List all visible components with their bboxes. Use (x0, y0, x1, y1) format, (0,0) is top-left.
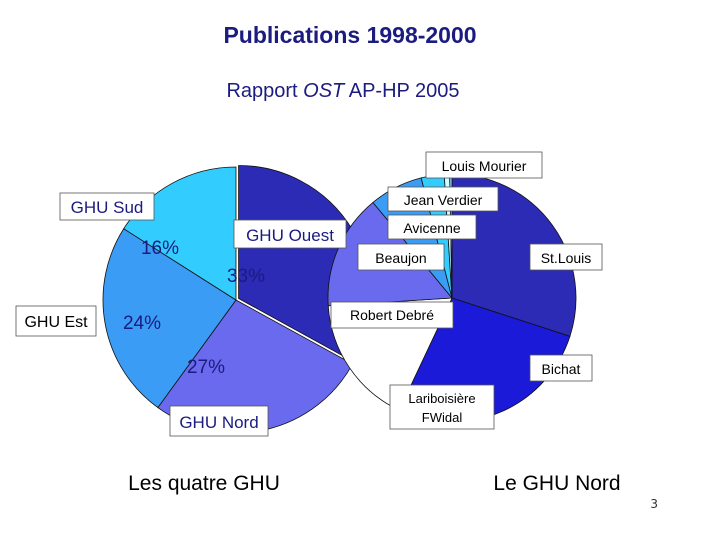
label-box-ghu-sud: GHU Sud (59, 192, 155, 221)
subtitle-prefix: Rapport (226, 80, 304, 102)
label-box-st-louis: St.Louis (529, 243, 603, 271)
label-ghu-sud: GHU Sud (71, 198, 144, 217)
label-box-jean-verdier: Jean Verdier (387, 186, 499, 212)
page-subtitle: Rapport OST AP-HP 2005 (0, 80, 686, 103)
label-beaujon: Beaujon (375, 250, 426, 266)
value-label-ghu-sud: 16% (141, 238, 179, 259)
subtitle-suffix: AP-HP 2005 (344, 80, 460, 102)
label-box-bichat: Bichat (529, 354, 593, 382)
label-ghu-ouest: GHU Ouest (246, 226, 334, 245)
label-box-beaujon: Beaujon (357, 243, 445, 271)
label-box-ghu-est: GHU Est (15, 305, 97, 337)
label-robert-debre: Robert Debré (350, 307, 434, 323)
label-box-robert-debre: Robert Debré (330, 301, 454, 329)
label-box-avicenne: Avicenne (387, 214, 477, 240)
label-lariboisiere-line2: FWidal (422, 410, 463, 425)
label-lariboisiere-line1: Lariboisière (408, 391, 475, 406)
label-box-ghu-ouest: GHU Ouest (233, 219, 347, 249)
page-title: Publications 1998-2000 (223, 22, 477, 48)
label-ghu-est: GHU Est (24, 314, 88, 331)
label-avicenne: Avicenne (403, 220, 461, 236)
value-label-ghu-nord: 27% (187, 357, 225, 378)
page-number: 3 (650, 497, 658, 511)
chart-title-ghu: Les quatre GHU (128, 472, 280, 495)
label-jean-verdier: Jean Verdier (404, 192, 483, 208)
value-label-ghu-ouest: 33% (227, 266, 265, 287)
label-bichat: Bichat (542, 361, 581, 377)
value-label-ghu-est: 24% (123, 313, 161, 334)
label-box-ghu-nord: GHU Nord (169, 405, 269, 437)
label-ghu-nord: GHU Nord (179, 413, 258, 432)
chart-title-ghu-nord: Le GHU Nord (493, 472, 620, 495)
label-box-louis-mourier: Louis Mourier (425, 151, 543, 179)
chart-labels: GHU Sud GHU Ouest GHU Est GHU Nord 16% 33% 24%… (15, 151, 621, 495)
label-st-louis: St.Louis (541, 250, 592, 266)
subtitle-italic: OST (303, 80, 345, 102)
label-box-lariboisiere: Lariboisière FWidal (389, 384, 495, 430)
label-louis-mourier: Louis Mourier (442, 158, 527, 174)
pie-slice-ghu-est (102, 228, 237, 409)
